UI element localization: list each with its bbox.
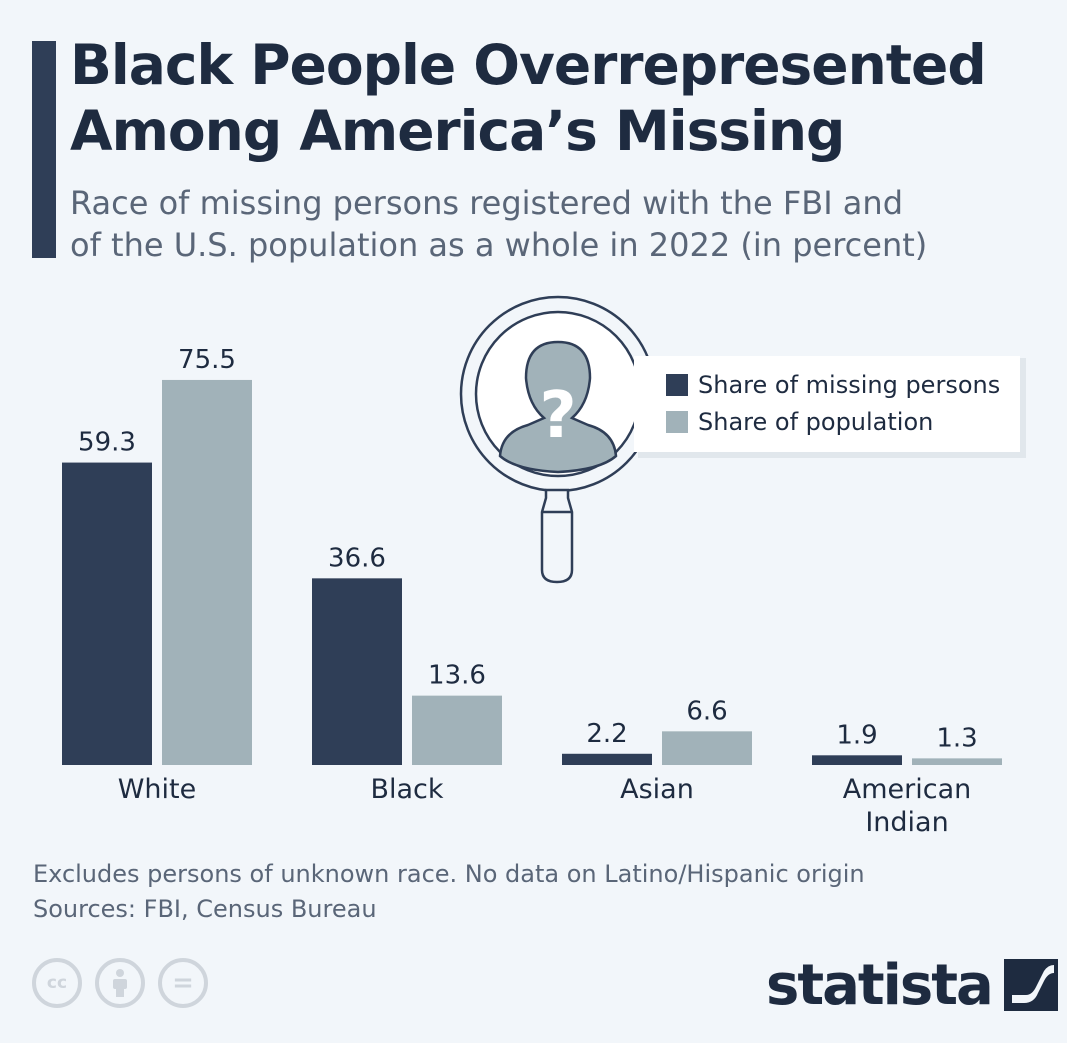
footer-notes: Excludes persons of unknown race. No dat… <box>33 857 933 927</box>
statista-brand[interactable]: statista <box>766 950 1058 1020</box>
sources: Sources: FBI, Census Bureau <box>33 895 377 923</box>
data-label-missing-1: 36.6 <box>328 543 386 573</box>
legend-label-missing: Share of missing persons <box>698 371 1000 399</box>
data-label-population-3: 1.3 <box>936 723 977 753</box>
question-mark-glyph: ? <box>539 379 576 453</box>
legend: Share of missing persons Share of popula… <box>634 356 1026 458</box>
title-line-2: Among America’s Missing <box>70 99 845 163</box>
bar-missing-3 <box>812 755 902 765</box>
subtitle-line-2: of the U.S. population as a whole in 202… <box>70 226 928 264</box>
nd-icon-text: = <box>172 968 194 998</box>
bar-missing-0 <box>62 462 152 765</box>
category-label-3: American <box>843 774 972 805</box>
bar-missing-2 <box>562 753 652 765</box>
bars-layer: 59.3 75.5 White 36.6 13.6 Black 2.2 6.6 Asian 1.9… <box>62 345 1002 838</box>
cc-icon[interactable]: cc <box>32 958 82 1008</box>
bar-population-2 <box>662 731 752 765</box>
bar-population-1 <box>412 695 502 765</box>
category-label-2: Asian <box>620 774 694 805</box>
cc-icon-text: cc <box>46 973 68 993</box>
page-title: Black People Overrepresented Among Ameri… <box>70 32 1060 164</box>
data-label-population-2: 6.6 <box>686 696 727 726</box>
page-subtitle: Race of missing persons registered with … <box>70 182 1030 266</box>
no-derivatives-icon[interactable]: = <box>158 958 208 1008</box>
data-label-missing-3: 1.9 <box>836 720 877 750</box>
license-icons: cc = <box>32 958 208 1008</box>
footnote: Excludes persons of unknown race. No dat… <box>33 860 865 888</box>
title-line-1: Black People Overrepresented <box>70 33 987 97</box>
legend-label-population: Share of population <box>698 408 933 436</box>
bar-population-0 <box>162 379 252 765</box>
bar-population-3 <box>912 758 1002 765</box>
attribution-icon[interactable] <box>95 958 145 1008</box>
legend-swatch-population <box>666 411 688 433</box>
legend-swatch-missing <box>666 374 688 396</box>
category-label-0: White <box>118 774 197 805</box>
data-label-population-0: 75.5 <box>178 345 236 375</box>
data-label-missing-2: 2.2 <box>586 719 627 749</box>
data-label-population-1: 13.6 <box>428 661 486 691</box>
bar-chart: 59.3 75.5 White 36.6 13.6 Black 2.2 6.6 Asian 1.9… <box>62 295 1026 838</box>
category-label-3: Indian <box>865 807 948 838</box>
data-label-missing-0: 59.3 <box>78 428 136 458</box>
person-icon <box>113 969 127 997</box>
brand-wordmark: statista <box>766 952 994 1018</box>
statista-logo-icon <box>1003 959 1058 1011</box>
title-accent-bar <box>32 41 56 258</box>
category-label-1: Black <box>370 774 443 805</box>
bar-missing-1 <box>312 578 402 765</box>
subtitle-line-1: Race of missing persons registered with … <box>70 184 903 222</box>
person-silhouette-icon: ? <box>498 340 618 474</box>
